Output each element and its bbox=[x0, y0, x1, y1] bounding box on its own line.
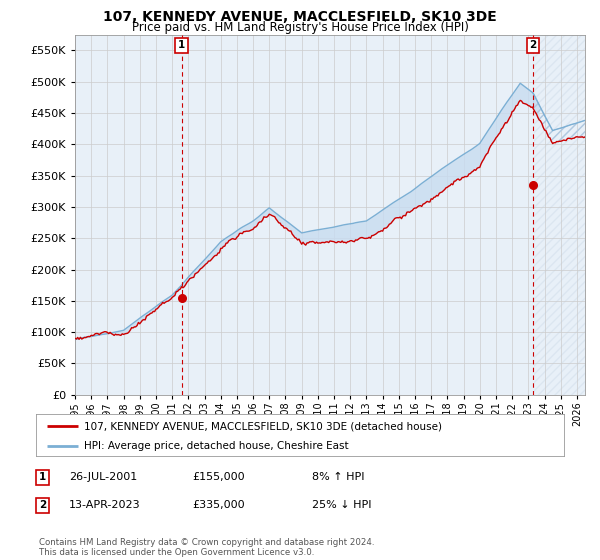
Text: 13-APR-2023: 13-APR-2023 bbox=[69, 500, 140, 510]
Text: 25% ↓ HPI: 25% ↓ HPI bbox=[312, 500, 371, 510]
Text: HPI: Average price, detached house, Cheshire East: HPI: Average price, detached house, Ches… bbox=[83, 441, 348, 451]
Text: £155,000: £155,000 bbox=[192, 472, 245, 482]
Text: 2: 2 bbox=[39, 500, 46, 510]
Text: 8% ↑ HPI: 8% ↑ HPI bbox=[312, 472, 365, 482]
Text: £335,000: £335,000 bbox=[192, 500, 245, 510]
Text: Price paid vs. HM Land Registry's House Price Index (HPI): Price paid vs. HM Land Registry's House … bbox=[131, 21, 469, 34]
Text: 26-JUL-2001: 26-JUL-2001 bbox=[69, 472, 137, 482]
Text: 1: 1 bbox=[39, 472, 46, 482]
Text: 107, KENNEDY AVENUE, MACCLESFIELD, SK10 3DE: 107, KENNEDY AVENUE, MACCLESFIELD, SK10 … bbox=[103, 10, 497, 24]
Text: 2: 2 bbox=[529, 40, 536, 50]
Text: 1: 1 bbox=[178, 40, 185, 50]
Text: 107, KENNEDY AVENUE, MACCLESFIELD, SK10 3DE (detached house): 107, KENNEDY AVENUE, MACCLESFIELD, SK10 … bbox=[83, 421, 442, 431]
Text: Contains HM Land Registry data © Crown copyright and database right 2024.
This d: Contains HM Land Registry data © Crown c… bbox=[39, 538, 374, 557]
